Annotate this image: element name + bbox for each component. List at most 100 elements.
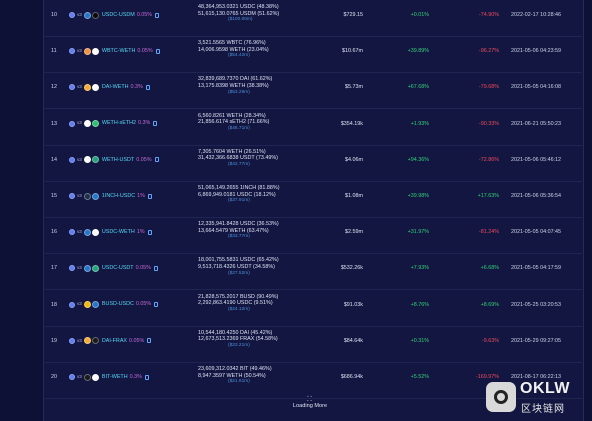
created-time: 2021-05-05 04:16:08 bbox=[511, 84, 562, 91]
row-index: 20 bbox=[51, 374, 57, 380]
table-row[interactable]: 12 v3 DAI-WETH 0.3% 32,839,689.7370 DAI (61.… bbox=[43, 72, 582, 110]
table-row[interactable]: 20 v3 BIT-WETH 0.3% 23,609,312.0342 BIT (49.… bbox=[43, 362, 582, 399]
copy-icon[interactable] bbox=[145, 84, 150, 90]
fee-tier: 0.3% bbox=[138, 120, 151, 127]
fee-tier: 0.3% bbox=[129, 373, 142, 380]
liquidity-token0: 10,544,180.4250 DAI (45.42%) bbox=[198, 329, 273, 336]
pool-cell[interactable]: v3 BIT-WETH 0.3% bbox=[69, 373, 149, 381]
fee-tier: 0.05% bbox=[135, 301, 152, 308]
pool-name[interactable]: USDC-USDT bbox=[101, 265, 134, 272]
token-icon bbox=[83, 264, 91, 272]
created-time: 2021-05-06 04:23:59 bbox=[511, 48, 562, 55]
ethereum-icon bbox=[69, 120, 75, 127]
pool-name[interactable]: WBTC-WETH bbox=[101, 47, 136, 54]
copy-icon[interactable] bbox=[155, 12, 160, 18]
change-2: +8.69% bbox=[480, 301, 499, 308]
liquidity-token0: 3,521.5565 WBTC (76.96%) bbox=[198, 40, 266, 47]
copy-icon[interactable] bbox=[147, 193, 152, 199]
version-badge: v3 bbox=[77, 192, 82, 198]
dots-icon: ⁚⁚ bbox=[306, 396, 314, 403]
copy-icon[interactable] bbox=[153, 121, 158, 127]
copy-icon[interactable] bbox=[144, 374, 149, 380]
liquidity-token0: 12,335,941.8428 USDC (36.53%) bbox=[198, 221, 279, 228]
pool-cell[interactable]: v3 USDC-USDM 0.05% bbox=[69, 11, 160, 19]
change-2: -81.24% bbox=[478, 229, 499, 236]
table-row[interactable]: 19 v3 DAI-FRAX 0.05% 10,544,180.4250 DAI (45… bbox=[43, 326, 582, 363]
table-row[interactable]: 11 v3 WBTC-WETH 0.05% 3,521.5565 WBTC (76.96… bbox=[43, 36, 582, 74]
pool-cell[interactable]: v3 USDC-WETH 1% bbox=[69, 228, 152, 236]
ethereum-icon bbox=[69, 48, 75, 55]
token-icon bbox=[83, 83, 91, 91]
version-badge: v3 bbox=[77, 301, 82, 307]
table-row[interactable]: 15 v3 1INCH-USDC 1% 51,065,149.2655 1INCH (8… bbox=[43, 181, 582, 218]
liquidity-usd: ($37.91m) bbox=[228, 198, 250, 204]
pool-name[interactable]: WETH-USDT bbox=[101, 156, 135, 163]
version-badge: v3 bbox=[77, 337, 82, 343]
pool-name[interactable]: 1INCH-USDC bbox=[101, 192, 136, 199]
created-time: 2021-08-17 06:22:13 bbox=[511, 374, 562, 380]
pool-cell[interactable]: v3 USDC-USDT 0.05% bbox=[69, 264, 158, 272]
copy-icon[interactable] bbox=[154, 157, 159, 163]
created-time: 2021-05-06 05:36:54 bbox=[511, 193, 562, 199]
token-icon bbox=[91, 228, 99, 236]
token-icon bbox=[83, 120, 91, 128]
copy-icon[interactable] bbox=[147, 338, 152, 344]
ethereum-icon bbox=[69, 229, 75, 236]
pool-cell[interactable]: v3 DAI-FRAX 0.05% bbox=[69, 337, 152, 345]
row-index: 17 bbox=[51, 265, 57, 272]
version-badge: v3 bbox=[77, 228, 82, 234]
version-badge: v3 bbox=[77, 84, 82, 90]
token-icon bbox=[83, 192, 91, 200]
token-icon bbox=[83, 156, 91, 164]
token-icon bbox=[83, 373, 91, 381]
token-icon bbox=[91, 264, 99, 272]
pool-cell[interactable]: v3 WETH-USDT 0.05% bbox=[69, 156, 159, 164]
change-1: +1.93% bbox=[410, 120, 429, 127]
table-row[interactable]: 10 v3 USDC-USDM 0.05% 48,364,953.0321 USDC (… bbox=[43, 0, 582, 37]
watermark-logo-icon bbox=[486, 382, 516, 412]
liquidity-token1: 14,006.9598 WETH (23.04%) bbox=[198, 46, 269, 53]
watermark-brand: OKLW bbox=[520, 380, 570, 397]
table-row[interactable]: 14 v3 WETH-USDT 0.05% 7,305.7604 WETH (26.51… bbox=[43, 145, 582, 182]
copy-icon[interactable] bbox=[147, 229, 152, 235]
liquidity-token0: 23,609,312.0342 BIT (49.46%) bbox=[198, 366, 272, 372]
table-row[interactable]: 13 v3 WETH-sETH2 0.3% 6,560.8261 WETH (28.34… bbox=[43, 109, 582, 146]
pool-cell[interactable]: v3 WETH-sETH2 0.3% bbox=[69, 120, 158, 128]
pool-cell[interactable]: v3 BUSD-USDC 0.05% bbox=[69, 301, 159, 309]
pool-cell[interactable]: v3 DAI-WETH 0.3% bbox=[69, 83, 150, 91]
volume-value: $91.03k bbox=[343, 301, 363, 308]
pool-name[interactable]: DAI-WETH bbox=[101, 84, 129, 91]
ethereum-icon bbox=[69, 12, 75, 18]
pool-name[interactable]: DAI-FRAX bbox=[101, 337, 128, 344]
pool-name[interactable]: USDC-WETH bbox=[101, 228, 135, 235]
pool-name[interactable]: BUSD-USDC bbox=[101, 301, 134, 308]
copy-icon[interactable] bbox=[155, 48, 160, 54]
fee-tier: 0.05% bbox=[136, 11, 153, 18]
pool-name[interactable]: USDC-USDM bbox=[101, 11, 135, 18]
fee-tier: 0.3% bbox=[130, 84, 143, 91]
volume-value: $5.73m bbox=[345, 84, 363, 91]
ethereum-icon bbox=[69, 156, 75, 163]
liquidity-usd: ($23.21m) bbox=[228, 342, 250, 348]
loading-more[interactable]: ⁚⁚ Loading More bbox=[290, 396, 330, 409]
table-row[interactable]: 18 v3 BUSD-USDC 0.05% 21,828,575.2017 BUSD (… bbox=[43, 290, 582, 327]
table-row[interactable]: 17 v3 USDC-USDT 0.05% 18,001,755.5831 USDC (… bbox=[43, 253, 582, 291]
volume-value: $532.26k bbox=[340, 265, 363, 272]
copy-icon[interactable] bbox=[154, 302, 159, 308]
row-index: 15 bbox=[51, 193, 57, 199]
volume-value: $4.06m bbox=[345, 156, 363, 163]
liquidity-token1: 31,432,366.6838 USDT (73.49%) bbox=[198, 155, 278, 162]
change-1: +7.93% bbox=[410, 265, 429, 272]
change-2: -169.97% bbox=[475, 374, 499, 380]
version-badge: v3 bbox=[77, 373, 82, 379]
change-1: +39.98% bbox=[407, 193, 429, 199]
pool-cell[interactable]: v3 1INCH-USDC 1% bbox=[69, 192, 152, 200]
token-icon bbox=[91, 337, 99, 345]
copy-icon[interactable] bbox=[153, 265, 158, 271]
liquidity-cell: 18,001,755.5831 USDC (65.42%) 9,513,718.4… bbox=[198, 257, 279, 277]
liquidity-cell: 51,065,149.2655 1INCH (81.88%) 6,869,949.… bbox=[198, 185, 280, 205]
pool-cell[interactable]: v3 WBTC-WETH 0.05% bbox=[69, 47, 160, 55]
table-row[interactable]: 16 v3 USDC-WETH 1% 12,335,941.8428 USDC (36.… bbox=[43, 217, 582, 255]
pool-name[interactable]: WETH-sETH2 bbox=[101, 120, 136, 127]
pool-name[interactable]: BIT-WETH bbox=[101, 373, 128, 380]
